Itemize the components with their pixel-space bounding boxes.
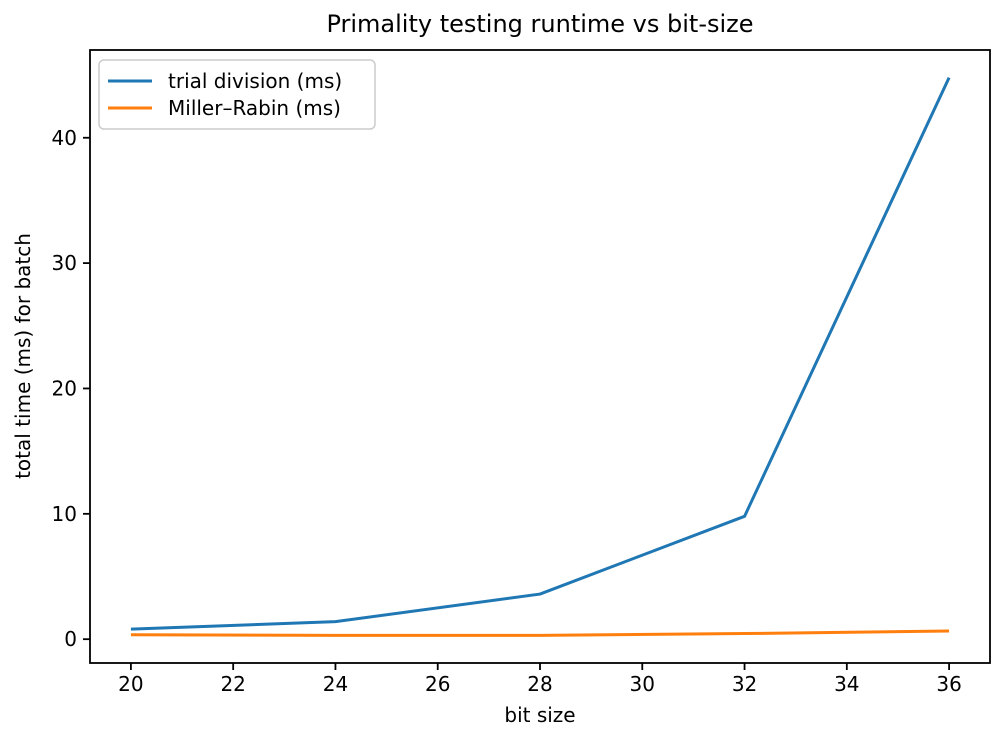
series-line-miller-rabin-ms- [130, 629, 950, 637]
x-axis-ticks: 20 22 24 26 28 30 32 34 36 [118, 663, 962, 696]
x-axis-label: bit size [504, 703, 575, 727]
x-tick-label: 24 [323, 672, 348, 696]
x-tick-label: 32 [732, 672, 757, 696]
x-tick-label: 22 [220, 672, 245, 696]
axes-frame [89, 49, 991, 664]
x-tick-label: 26 [425, 672, 450, 696]
chart-title: Primality testing runtime vs bit-size [326, 10, 753, 38]
y-axis-label: total time (ms) for batch [11, 233, 35, 479]
legend-label: Miller–Rabin (ms) [168, 96, 341, 120]
y-tick-label: 20 [52, 376, 77, 400]
y-tick-label: 10 [52, 502, 77, 526]
plot-frame [89, 49, 991, 664]
legend: trial division (ms) Miller–Rabin (ms) [98, 59, 376, 130]
series-line-trial-division-ms- [130, 76, 951, 631]
x-tick-label: 36 [936, 672, 961, 696]
x-tick-label: 20 [118, 672, 143, 696]
y-tick-label: 0 [64, 627, 77, 651]
y-tick-label: 30 [52, 251, 77, 275]
legend-box [98, 59, 376, 130]
y-tick-label: 40 [52, 126, 77, 150]
legend-label: trial division (ms) [168, 69, 342, 93]
x-tick-label: 34 [834, 672, 859, 696]
x-tick-label: 30 [630, 672, 655, 696]
y-axis-ticks: 0 10 20 30 40 [52, 126, 90, 651]
series-lines [130, 76, 951, 637]
x-tick-label: 28 [527, 672, 552, 696]
